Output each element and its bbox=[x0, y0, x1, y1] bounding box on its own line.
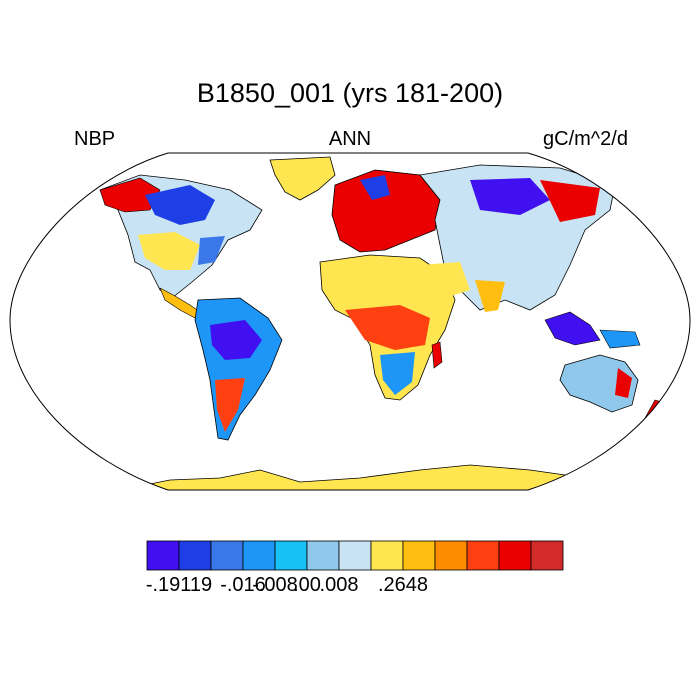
colorbar bbox=[146, 540, 564, 571]
australia-east-region bbox=[615, 368, 632, 398]
greenland-land bbox=[269, 156, 336, 201]
antarctica-land bbox=[119, 464, 641, 490]
middle-east-region bbox=[420, 262, 470, 298]
colorbar-swatch bbox=[338, 540, 372, 571]
se-asia-islands bbox=[544, 311, 601, 346]
colorbar-swatch bbox=[530, 540, 564, 571]
colorbar-swatch bbox=[178, 540, 212, 571]
us-east-region bbox=[198, 236, 225, 265]
colorbar-swatch bbox=[146, 540, 180, 571]
madagascar-land bbox=[431, 341, 443, 369]
colorbar-swatch bbox=[466, 540, 500, 571]
europe-land bbox=[331, 169, 441, 253]
amazon-region bbox=[210, 320, 262, 360]
colorbar-swatch bbox=[274, 540, 308, 571]
colorbar-tick-label: .008 bbox=[319, 574, 359, 596]
units-label: gC/m^2/d bbox=[543, 128, 628, 150]
east-asia-region bbox=[540, 180, 600, 222]
colorbar-swatch bbox=[306, 540, 340, 571]
colorbar-swatch bbox=[434, 540, 468, 571]
scandinavia-region bbox=[360, 175, 390, 200]
colorbar-tick-label: -.19119 bbox=[145, 574, 213, 596]
colorbar-tick-label: .2648 bbox=[377, 574, 429, 596]
map-title: B1850_001 (yrs 181-200) bbox=[196, 78, 504, 108]
new-zealand-land bbox=[644, 399, 666, 426]
patagonia-region bbox=[215, 378, 245, 432]
colorbar-tick-label: -.016 bbox=[220, 574, 266, 596]
variable-label: NBP bbox=[74, 128, 116, 150]
colorbar-tick-label: -.008 bbox=[252, 574, 298, 596]
colorbar-swatch bbox=[242, 540, 276, 571]
africa-central-region bbox=[345, 305, 430, 350]
india-region bbox=[475, 280, 505, 312]
season-label: ANN bbox=[328, 128, 372, 150]
africa-south-region bbox=[380, 352, 415, 395]
colorbar-swatch bbox=[370, 540, 404, 571]
colorbar-tick-label: .00 bbox=[293, 574, 321, 596]
colorbar-swatch bbox=[402, 540, 436, 571]
siberia-region bbox=[470, 178, 550, 215]
central-america-land bbox=[159, 287, 201, 319]
south-america-land bbox=[194, 297, 283, 441]
canada-region bbox=[145, 185, 215, 225]
colorbar-swatch bbox=[498, 540, 532, 571]
colorbar-swatch bbox=[210, 540, 244, 571]
new-guinea-land bbox=[599, 329, 641, 349]
usa-region bbox=[138, 232, 200, 270]
alaska-land bbox=[99, 177, 161, 213]
map-outline bbox=[9, 152, 691, 491]
